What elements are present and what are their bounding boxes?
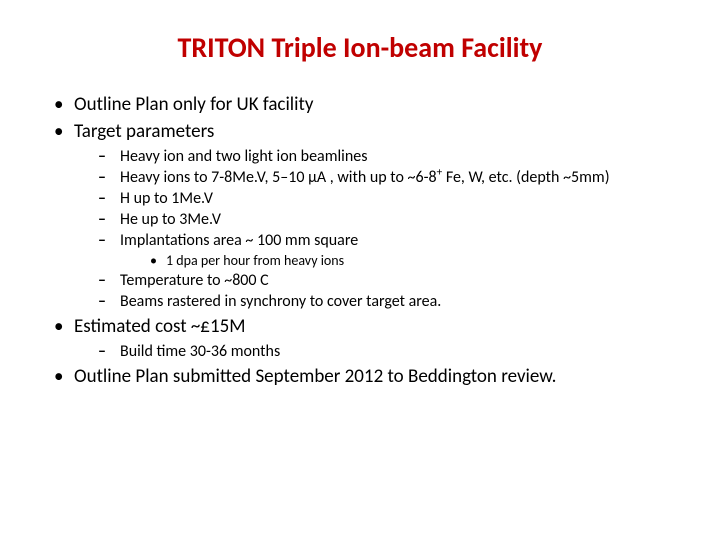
bullet-cost: Estimated cost ~£15M Build time 30-36 mo… [50,315,680,361]
text: Beams rastered in synchrony to cover tar… [120,292,441,311]
slide-title: TRITON Triple Ion-beam Facility [40,30,680,65]
text: He up to 3Me.V [120,210,221,229]
bullet-list: Outline Plan only for UK facility Target… [40,93,680,388]
text: Outline Plan only for UK facility [74,93,314,116]
bullet-outline-plan: Outline Plan only for UK facility [50,93,680,116]
text: H up to 1Me.V [120,189,213,208]
sub-h-energy: H up to 1Me.V [96,189,680,208]
text: Build time 30-36 months [120,342,280,361]
sub-build-time: Build time 30-36 months [96,342,680,361]
sub-he-energy: He up to 3Me.V [96,210,680,229]
text: Heavy ion and two light ion beamlines [120,147,367,166]
sub-rastered: Beams rastered in synchrony to cover tar… [96,292,680,311]
text: Target parameters [74,120,214,143]
text: Outline Plan submitted September 2012 to… [74,365,556,388]
sub-heavy-light-beamlines: Heavy ion and two light ion beamlines [96,147,680,166]
bullet-target-params: Target parameters Heavy ion and two ligh… [50,120,680,311]
slide: TRITON Triple Ion-beam Facility Outline … [0,0,720,540]
subsublist-dpa: 1 dpa per hour from heavy ions [120,252,680,269]
text: Implantations area ~ 100 mm square [120,231,358,250]
sublist-cost: Build time 30-36 months [74,342,680,361]
text: 1 dpa per hour from heavy ions [166,252,344,269]
bullet-submitted: Outline Plan submitted September 2012 to… [50,365,680,388]
text: Heavy ions to 7-8Me.V, 5–10 µA , with up… [120,168,610,187]
sub-heavy-ions: Heavy ions to 7-8Me.V, 5–10 µA , with up… [96,168,680,187]
sublist-target-params: Heavy ion and two light ion beamlines He… [74,147,680,311]
text: Estimated cost ~£15M [74,315,245,338]
text-post: Fe, W, etc. (depth ~5mm) [442,168,609,187]
sub-implantation-area: Implantations area ~ 100 mm square 1 dpa… [96,231,680,269]
sub-temperature: Temperature to ~800 C [96,271,680,290]
subsub-dpa: 1 dpa per hour from heavy ions [148,252,680,269]
text-pre: Heavy ions to 7-8Me.V, 5–10 µA , with up… [120,168,437,187]
text: Temperature to ~800 C [120,271,269,290]
